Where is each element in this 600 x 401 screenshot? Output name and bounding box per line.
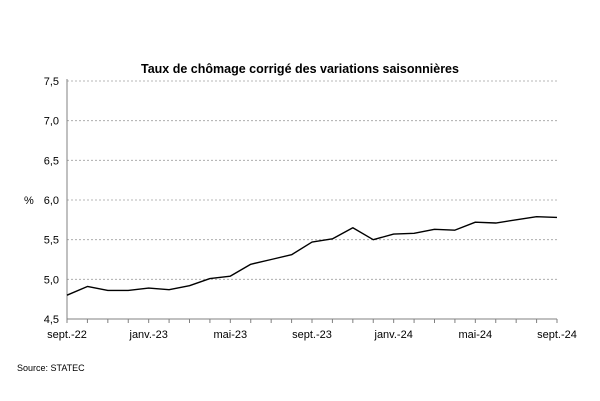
data-point [392, 233, 394, 235]
data-point [535, 215, 537, 217]
data-point [433, 228, 435, 230]
y-tick-label: 6,0 [44, 195, 59, 207]
data-point [290, 254, 292, 256]
source-note: Source: STATEC [17, 363, 85, 373]
y-tick-label: 5,5 [44, 235, 59, 247]
data-point [107, 289, 109, 291]
data-point [270, 258, 272, 260]
data-point [209, 277, 211, 279]
y-tick-label: 7,5 [44, 76, 59, 88]
x-tick-label: sept.-22 [47, 329, 87, 341]
data-point [229, 275, 231, 277]
x-tick-label: mai-24 [459, 329, 493, 341]
data-point [515, 219, 517, 221]
data-point [250, 263, 252, 265]
data-point [66, 294, 68, 296]
series-line [66, 215, 558, 296]
data-point [168, 288, 170, 290]
data-point [352, 227, 354, 229]
data-point [556, 216, 558, 218]
y-axis-label: % [24, 195, 34, 207]
data-point [188, 284, 190, 286]
x-tick-label: mai-23 [214, 329, 248, 341]
data-point [474, 221, 476, 223]
data-point [454, 229, 456, 231]
data-point [331, 238, 333, 240]
data-point [495, 222, 497, 224]
chart-title: Taux de chômage corrigé des variations s… [141, 62, 459, 76]
y-tick-label: 6,5 [44, 155, 59, 167]
data-point [86, 285, 88, 287]
y-tick-label: 7,0 [44, 116, 59, 128]
y-tick-label: 4,5 [44, 314, 59, 326]
x-tick-label: sept.-24 [537, 329, 577, 341]
data-point [413, 232, 415, 234]
x-tick-label: janv.-23 [129, 329, 168, 341]
data-point [372, 238, 374, 240]
x-tick-label: sept.-23 [292, 329, 332, 341]
data-point [127, 289, 129, 291]
x-tick-label: janv.-24 [374, 329, 413, 341]
data-point [147, 287, 149, 289]
data-point [311, 241, 313, 243]
y-tick-label: 5,0 [44, 274, 59, 286]
